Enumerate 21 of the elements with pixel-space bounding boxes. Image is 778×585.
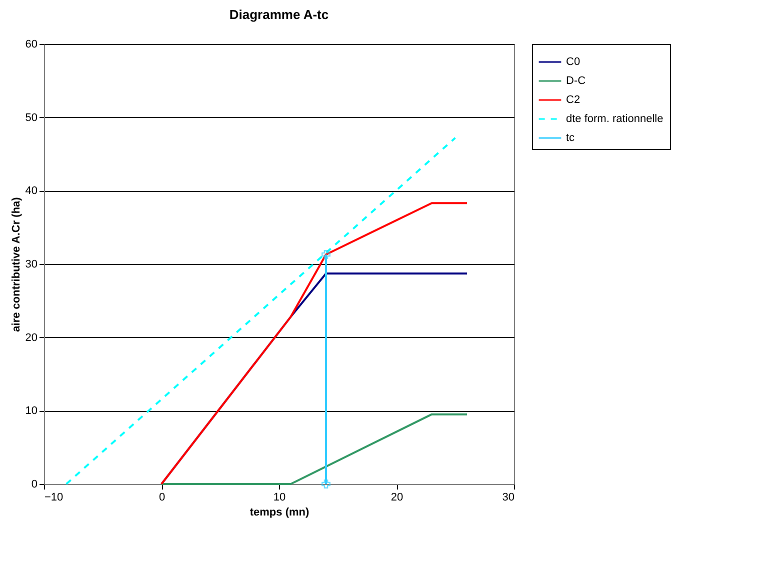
x-tick-label: 0: [158, 492, 166, 504]
y-tick-label: 40: [25, 185, 38, 198]
legend-label: C0: [566, 56, 580, 68]
y-tick-label: 50: [25, 112, 38, 124]
x-tick-label: −10: [44, 492, 64, 504]
y-tick-label: 0: [31, 478, 38, 490]
x-tick-label: 10: [273, 492, 286, 504]
legend-label: C2: [566, 94, 580, 106]
x-axis-title: temps (mn): [250, 506, 310, 518]
y-axis-title: aire contributive A.Cr (ha): [10, 196, 22, 332]
line-series: [160, 202, 468, 485]
x-tick-label: 20: [390, 492, 404, 504]
y-tick-label: 60: [25, 38, 38, 50]
legend-label: D-C: [566, 75, 586, 87]
chart-title: Diagramme A-tc: [229, 7, 329, 22]
x-tick-label: 30: [502, 492, 514, 504]
y-tick-label: 20: [25, 332, 38, 344]
y-tick-label: 30: [25, 258, 38, 270]
y-tick-label: 10: [25, 405, 38, 418]
legend-label: tc: [566, 132, 576, 144]
legend-label: dte form. rationnelle: [566, 113, 664, 125]
